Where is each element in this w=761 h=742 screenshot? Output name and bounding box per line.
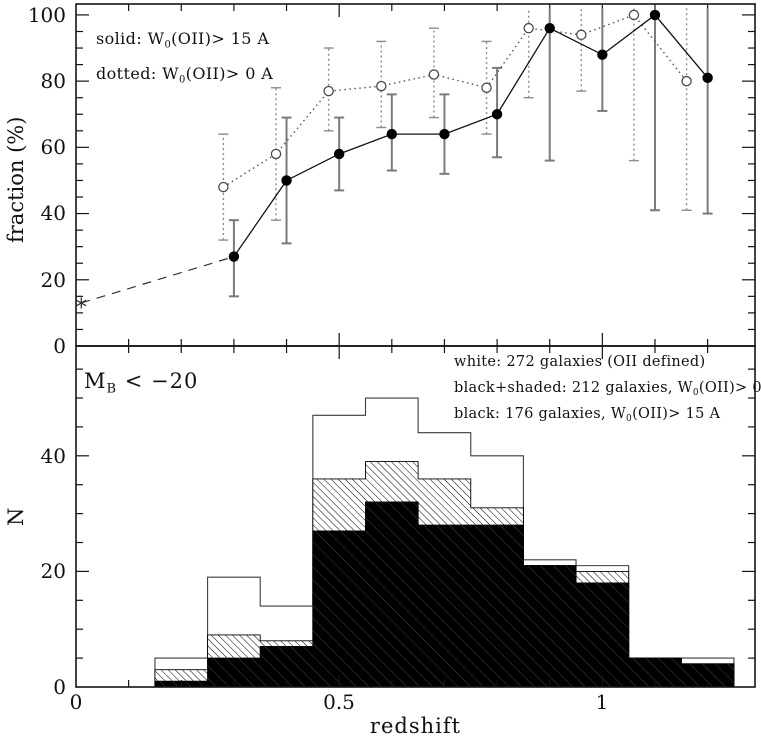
ytick-top-0: 0 xyxy=(53,334,66,358)
hist-legend-shaded-post: (OII)> 0 xyxy=(698,380,761,396)
y-axis-label-n: N xyxy=(4,507,28,527)
ytick-top-40: 40 xyxy=(40,201,66,225)
hist-legend-black: black: 176 galaxies, W0(OII)> 15 A xyxy=(454,407,720,424)
ytick-bot-20: 20 xyxy=(40,559,66,583)
hist-legend-shaded-pre: black+shaded: 212 galaxies, W xyxy=(454,380,693,396)
hist-legend-white-pre: white: 272 galaxies (OII defined) xyxy=(454,354,706,370)
ytick-top-80: 80 xyxy=(40,69,66,93)
x-axis-label-redshift: redshift xyxy=(369,714,462,738)
ytick-bot-40: 40 xyxy=(40,444,66,468)
annotation-mb-sub: B xyxy=(106,381,118,397)
hist-legend-shaded: black+shaded: 212 galaxies, W0(OII)> 0 xyxy=(454,381,761,398)
legend-dotted-pre: dotted: W xyxy=(96,64,179,83)
y-axis-label-fraction: fraction (%) xyxy=(4,116,28,244)
xtick-1: 1 xyxy=(595,690,609,714)
ytick-top-20: 20 xyxy=(40,268,66,292)
hist-legend-shaded-sub: 0 xyxy=(692,388,699,399)
legend-solid-series: solid: W0(OII)> 15 A xyxy=(96,31,269,50)
xtick-0: 0 xyxy=(69,690,83,714)
annotation-mb-post: < −20 xyxy=(117,369,199,393)
annotation-mb: MB < −20 xyxy=(84,371,198,396)
ytick-top-60: 60 xyxy=(40,135,66,159)
ytick-bot-0: 0 xyxy=(53,675,66,699)
ytick-top-100: 100 xyxy=(27,3,66,27)
legend-dotted-sub: 0 xyxy=(178,74,186,86)
annotation-mb-pre: M xyxy=(84,369,107,393)
legend-dotted-post: (OII)> 0 A xyxy=(185,64,274,83)
legend-dotted-series: dotted: W0(OII)> 0 A xyxy=(96,66,273,85)
hist-legend-black-sub: 0 xyxy=(626,414,633,425)
hist-legend-black-pre: black: 176 galaxies, W xyxy=(454,406,627,422)
hist-legend-white: white: 272 galaxies (OII defined) xyxy=(454,355,705,372)
hist-legend-black-post: (OII)> 15 A xyxy=(632,406,721,422)
legend-solid-sub: 0 xyxy=(164,39,172,51)
legend-solid-pre: solid: W xyxy=(96,29,165,48)
legend-solid-post: (OII)> 15 A xyxy=(171,29,270,48)
xtick-0_5: 0.5 xyxy=(323,690,355,714)
